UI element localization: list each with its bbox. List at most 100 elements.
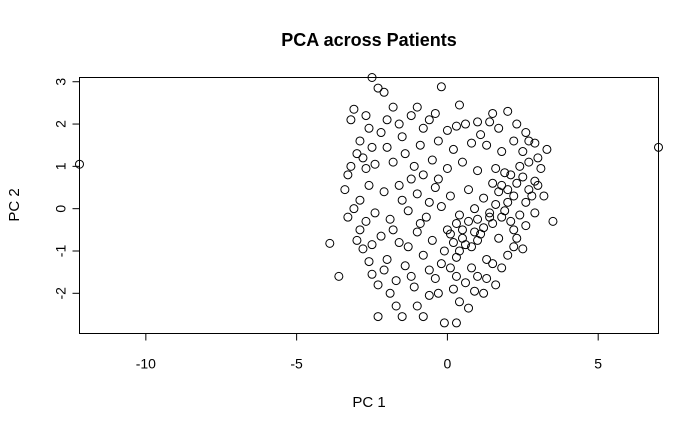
data-point xyxy=(448,238,458,248)
y-tick-label: 2 xyxy=(52,120,68,128)
data-point xyxy=(473,117,483,127)
plot-area-frame xyxy=(79,77,659,334)
data-point xyxy=(364,257,374,267)
data-point xyxy=(334,271,344,281)
data-point xyxy=(376,128,386,138)
data-point xyxy=(436,259,446,269)
data-point xyxy=(433,136,443,146)
data-point xyxy=(494,123,504,133)
data-point xyxy=(415,140,425,150)
data-point xyxy=(418,312,428,322)
data-point xyxy=(454,297,464,307)
data-point xyxy=(385,288,395,298)
data-point xyxy=(373,280,383,290)
data-point xyxy=(442,125,452,135)
data-point xyxy=(512,119,522,129)
data-point xyxy=(548,216,558,226)
data-point xyxy=(355,136,365,146)
data-point xyxy=(503,185,513,195)
data-point xyxy=(364,180,374,190)
data-point xyxy=(485,208,495,218)
data-point xyxy=(367,73,377,82)
data-point xyxy=(457,157,467,167)
data-point xyxy=(406,174,416,184)
data-point xyxy=(479,288,489,298)
data-point xyxy=(433,288,443,298)
data-point xyxy=(461,278,470,288)
data-point xyxy=(364,123,374,133)
data-point xyxy=(382,115,392,125)
data-point xyxy=(530,138,540,148)
data-point xyxy=(497,263,507,273)
data-point xyxy=(394,119,404,129)
data-point xyxy=(349,204,359,214)
data-point xyxy=(509,191,519,201)
data-point xyxy=(451,271,461,281)
data-point xyxy=(442,163,452,173)
data-point xyxy=(491,163,501,173)
data-point xyxy=(503,197,513,207)
data-point xyxy=(539,191,549,201)
data-point xyxy=(506,216,516,226)
data-point xyxy=(358,153,368,163)
data-point xyxy=(451,121,461,131)
data-point xyxy=(397,195,407,205)
data-point xyxy=(412,189,422,199)
data-point xyxy=(409,161,419,171)
data-point xyxy=(424,265,434,275)
data-point xyxy=(488,108,498,118)
data-point xyxy=(500,168,510,178)
data-point xyxy=(352,149,362,159)
data-point xyxy=(515,161,525,171)
data-point xyxy=(376,231,386,241)
data-point xyxy=(403,206,413,216)
data-point xyxy=(512,178,522,188)
data-point xyxy=(491,199,501,209)
data-point xyxy=(451,318,461,328)
data-point xyxy=(424,290,434,300)
data-point xyxy=(361,111,371,121)
data-point xyxy=(521,197,531,207)
data-point xyxy=(464,216,474,226)
data-point xyxy=(518,172,528,182)
x-axis: -10 -5 0 5 xyxy=(136,333,602,372)
data-point xyxy=(445,191,455,201)
data-point xyxy=(412,227,422,237)
data-point xyxy=(521,128,531,138)
data-point xyxy=(430,273,440,283)
x-tick-label: -5 xyxy=(290,356,303,372)
data-point xyxy=(373,312,383,322)
data-point xyxy=(388,102,398,112)
data-point xyxy=(439,246,449,256)
data-point xyxy=(367,240,377,250)
data-point xyxy=(473,235,483,245)
data-points xyxy=(75,73,663,328)
data-point xyxy=(343,170,353,180)
data-point xyxy=(467,263,477,273)
y-axis-label: PC 2 xyxy=(6,188,23,221)
data-point xyxy=(75,159,84,169)
data-point xyxy=(454,246,464,256)
data-point xyxy=(503,106,513,116)
data-point xyxy=(418,250,428,260)
data-point xyxy=(397,312,407,322)
data-point xyxy=(415,218,425,228)
data-point xyxy=(470,286,480,296)
data-point xyxy=(433,174,443,184)
data-point xyxy=(518,147,528,157)
data-point xyxy=(533,180,543,190)
x-axis-label: PC 1 xyxy=(352,394,385,411)
data-point xyxy=(424,115,434,125)
chart-title: PCA across Patients xyxy=(281,30,456,50)
data-point xyxy=(467,242,477,252)
data-point xyxy=(358,244,368,254)
data-point xyxy=(473,166,483,176)
data-point xyxy=(361,216,371,226)
data-point xyxy=(488,259,498,269)
data-point xyxy=(542,144,552,154)
data-point xyxy=(512,233,522,243)
data-point xyxy=(436,82,446,92)
data-point xyxy=(482,254,492,264)
x-tick-label: 0 xyxy=(444,356,452,372)
